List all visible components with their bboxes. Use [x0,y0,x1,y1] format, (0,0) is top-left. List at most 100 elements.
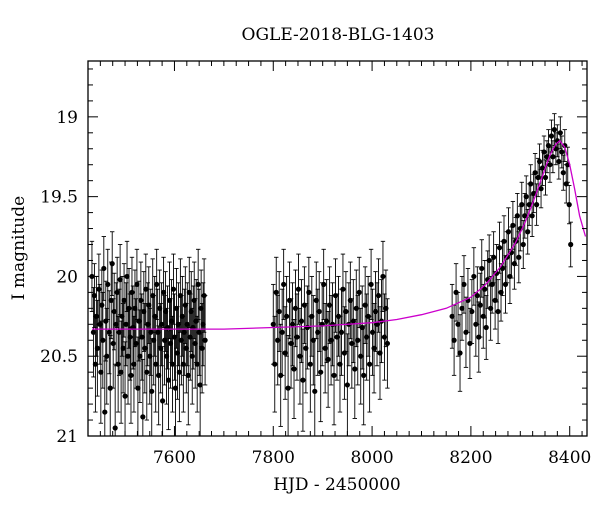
y-axis: 19 19.5 20 20.5 21 [40,68,587,447]
data-point [131,315,137,413]
data-point [90,287,97,378]
data-point [459,275,465,341]
data-marker [165,377,172,383]
data-point [118,320,124,424]
data-marker [568,241,574,248]
data-marker [285,385,291,391]
data-marker [127,334,133,340]
data-marker [128,372,134,378]
data-marker [185,372,191,378]
data-marker [110,340,116,347]
data-marker [343,308,349,315]
data-marker [474,292,480,299]
data-marker [94,345,100,351]
data-marker [99,302,105,308]
y-tick-label: 19.5 [40,188,78,208]
data-marker [529,213,535,219]
data-marker [356,289,362,295]
data-marker [159,321,165,327]
data-marker [281,281,287,288]
data-marker [107,385,113,391]
data-point [120,303,126,394]
data-marker [559,149,565,155]
data-point [107,335,113,437]
data-point [116,288,122,376]
data-marker [566,202,572,208]
data-marker [149,388,155,394]
data-marker [284,313,290,319]
data-marker [557,130,563,136]
data-point [101,236,107,301]
data-marker [449,313,455,319]
data-point [105,248,111,320]
x-axis: 7600 7800 8000 8200 8400 [99,61,591,468]
x-tick-label: 7800 [252,448,295,468]
data-marker [134,281,140,288]
data-marker [96,286,102,292]
data-point [532,153,538,193]
data-marker [100,337,106,343]
data-marker [550,154,556,160]
data-marker [536,158,543,165]
data-point [202,295,208,386]
y-axis-label: I magnitude [9,196,29,300]
data-point [380,240,386,312]
data-marker [519,202,525,208]
data-marker [493,270,500,276]
data-marker [325,356,331,363]
data-point [560,154,566,191]
data-point [449,283,455,349]
data-marker [106,329,112,335]
data-marker [384,340,390,347]
data-marker [160,398,166,404]
data-marker [495,308,501,315]
data-marker [501,238,507,244]
data-point [568,221,574,268]
data-point [536,143,543,180]
data-marker [98,369,104,375]
data-point [461,255,467,314]
x-tick-label: 8400 [548,448,591,468]
data-point [276,271,282,352]
data-marker [525,229,531,235]
data-marker [560,170,566,176]
data-point [185,325,191,426]
data-point [156,325,162,426]
data-marker [367,361,373,367]
data-point [493,244,500,303]
data-marker [154,281,160,288]
data-point [104,307,110,405]
data-marker [202,337,208,343]
data-marker [135,385,141,391]
data-marker [295,286,302,292]
data-marker [307,361,313,367]
data-marker [133,340,139,347]
data-marker [139,334,145,340]
data-marker [120,345,126,351]
data-marker [129,289,135,295]
data-marker [273,289,279,295]
data-point [165,330,172,431]
data-point [295,253,302,325]
data-marker [541,149,547,155]
data-marker [300,377,306,383]
data-point [291,319,297,419]
data-point [325,311,331,408]
model-curve [92,139,587,330]
x-axis-label: HJD - 2450000 [273,475,401,495]
data-marker [306,289,312,295]
data-point [554,124,560,158]
data-point [195,248,201,320]
data-marker [176,369,183,375]
data-point [294,293,300,381]
data-point [111,272,117,351]
data-marker [361,372,367,378]
data-marker [477,302,483,308]
data-point [98,320,104,424]
data-marker [122,393,128,399]
data-marker [294,334,300,340]
data-marker [510,222,516,228]
data-marker [124,273,130,280]
data-point [541,135,547,169]
